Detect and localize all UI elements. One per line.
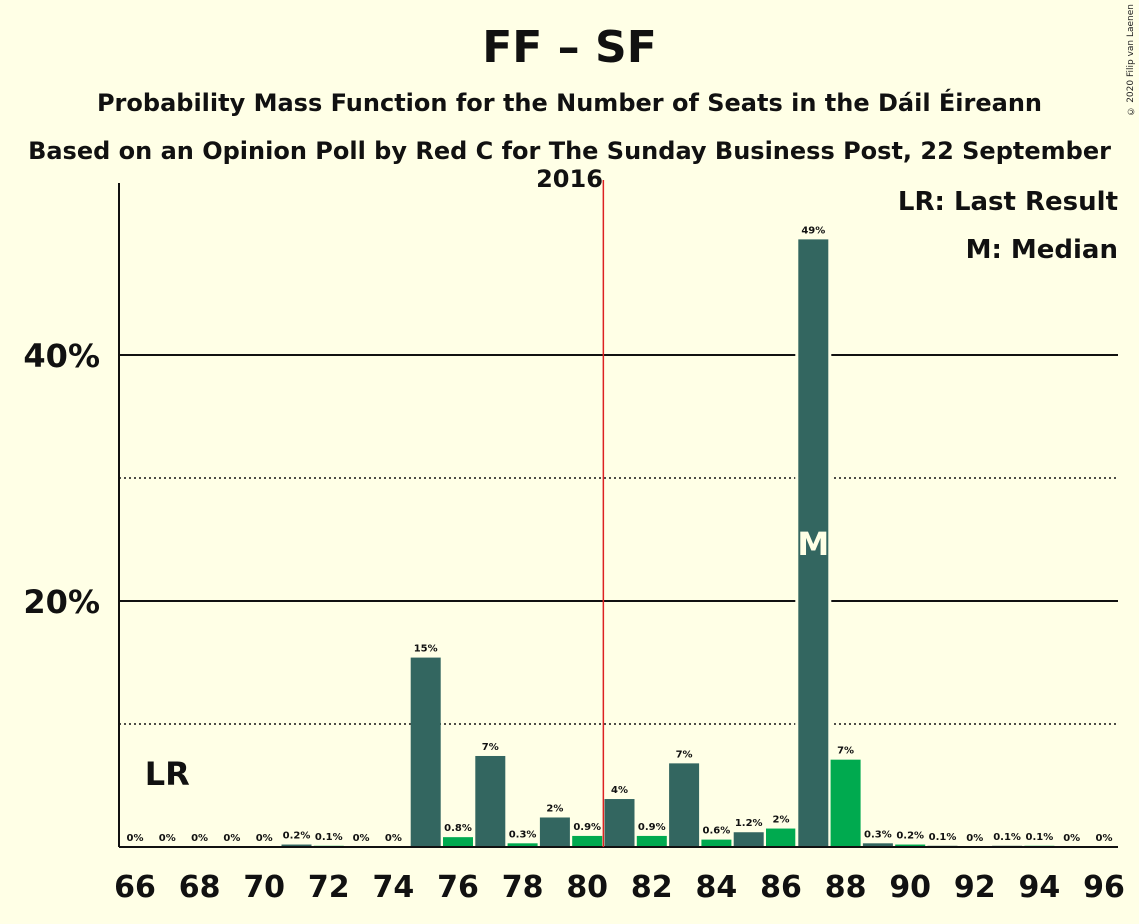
bar-label-seat-85: 1.2% <box>735 818 763 829</box>
chart-subtitle: Probability Mass Function for the Number… <box>96 89 1043 117</box>
x-tick-96: 96 <box>1083 870 1125 905</box>
bar-label-seat-87: 49% <box>801 225 825 236</box>
bar-label-seat-66: 0% <box>127 833 144 844</box>
bar-label-seat-93: 0.1% <box>993 832 1021 843</box>
bar-label-seat-88: 7% <box>837 746 854 757</box>
bar-label-seat-78: 0.3% <box>509 829 537 840</box>
bar-label-seat-79: 2% <box>546 803 563 814</box>
x-tick-82: 82 <box>631 870 673 905</box>
axes: 66 68 70 72 74 76 78 80 82 84 86 88 90 92 94 96 20% 40% <box>23 183 1125 905</box>
chart-subtitle-poll: Based on an Opinion Poll by Red C for Th… <box>28 137 1111 193</box>
annotations: LR M <box>145 180 829 847</box>
bar-label-seat-74: 0% <box>385 833 402 844</box>
x-tick-68: 68 <box>179 870 221 905</box>
bar-label-seat-73: 0% <box>353 833 370 844</box>
bar-label-seat-91: 0.1% <box>929 832 957 843</box>
bar-seat-80 <box>572 835 603 847</box>
bar-seat-90 <box>895 844 926 847</box>
bar-label-seat-94: 0.1% <box>1026 832 1054 843</box>
bar-seat-78 <box>507 843 538 847</box>
y-tick-40: 40% <box>23 337 100 375</box>
bar-seat-87 <box>798 239 829 847</box>
bar-seat-81 <box>604 799 635 847</box>
bar-seat-79 <box>539 817 570 847</box>
bar-seat-76 <box>443 837 473 847</box>
bar-label-seat-82: 0.9% <box>638 822 666 833</box>
bar-label-seat-76: 0.8% <box>444 823 472 834</box>
bar-label-seat-96: 0% <box>1096 833 1113 844</box>
bar-label-seat-86: 2% <box>773 815 790 826</box>
x-tick-78: 78 <box>502 870 544 905</box>
bar-label-seat-71: 0.2% <box>283 831 311 842</box>
x-tick-86: 86 <box>760 870 802 905</box>
bar-seat-75 <box>410 657 441 847</box>
x-tick-66: 66 <box>114 870 156 905</box>
bar-seat-82 <box>636 835 667 847</box>
x-tick-88: 88 <box>825 870 867 905</box>
legend-last-result: LR: Last Result <box>898 187 1118 217</box>
bar-label-seat-92: 0% <box>966 833 983 844</box>
bars <box>281 239 1055 847</box>
x-tick-92: 92 <box>954 870 996 905</box>
x-tick-72: 72 <box>308 870 350 905</box>
bar-label-seat-70: 0% <box>256 833 273 844</box>
bar-label-seat-75: 15% <box>414 644 438 655</box>
bar-label-seat-81: 4% <box>611 785 628 796</box>
bar-label-seat-77: 7% <box>482 742 499 753</box>
last-result-marker: LR <box>145 755 190 793</box>
bar-label-seat-68: 0% <box>191 833 208 844</box>
y-tick-20: 20% <box>23 583 100 621</box>
grid-lines <box>119 354 1118 725</box>
legend-median: M: Median <box>966 235 1118 265</box>
x-tick-80: 80 <box>566 870 608 905</box>
bar-seat-77 <box>475 755 506 847</box>
legend: LR: Last Result M: Median <box>898 187 1118 265</box>
bar-seat-85 <box>733 832 764 847</box>
x-tick-74: 74 <box>373 870 415 905</box>
chart-title: FF – SF <box>482 22 657 73</box>
bar-label-seat-84: 0.6% <box>703 826 731 837</box>
bar-seat-86 <box>766 828 796 847</box>
bar-label-seat-67: 0% <box>159 833 176 844</box>
bar-label-seat-89: 0.3% <box>864 829 892 840</box>
bar-label-seat-72: 0.1% <box>315 832 343 843</box>
x-tick-76: 76 <box>437 870 479 905</box>
bar-label-seat-83: 7% <box>676 749 693 760</box>
median-marker: M <box>797 525 829 563</box>
bar-label-seat-90: 0.2% <box>896 831 924 842</box>
x-tick-90: 90 <box>889 870 931 905</box>
bar-seat-88 <box>830 759 861 847</box>
bar-label-seat-80: 0.9% <box>573 822 601 833</box>
bar-label-seat-95: 0% <box>1063 833 1080 844</box>
bar-label-seat-69: 0% <box>223 833 240 844</box>
x-tick-70: 70 <box>243 870 285 905</box>
bar-seat-83 <box>669 763 700 847</box>
bar-seat-89 <box>862 843 893 847</box>
x-tick-94: 94 <box>1019 870 1061 905</box>
bar-seat-84 <box>701 839 732 847</box>
bar-labels: 0% 0% 0% 0% 0% 0.2% 0.1% 0% 0% 15% 0.8% 7% 0.3% 2% 0.9… <box>127 225 1113 844</box>
x-tick-84: 84 <box>696 870 738 905</box>
bar-seat-71 <box>281 844 312 847</box>
